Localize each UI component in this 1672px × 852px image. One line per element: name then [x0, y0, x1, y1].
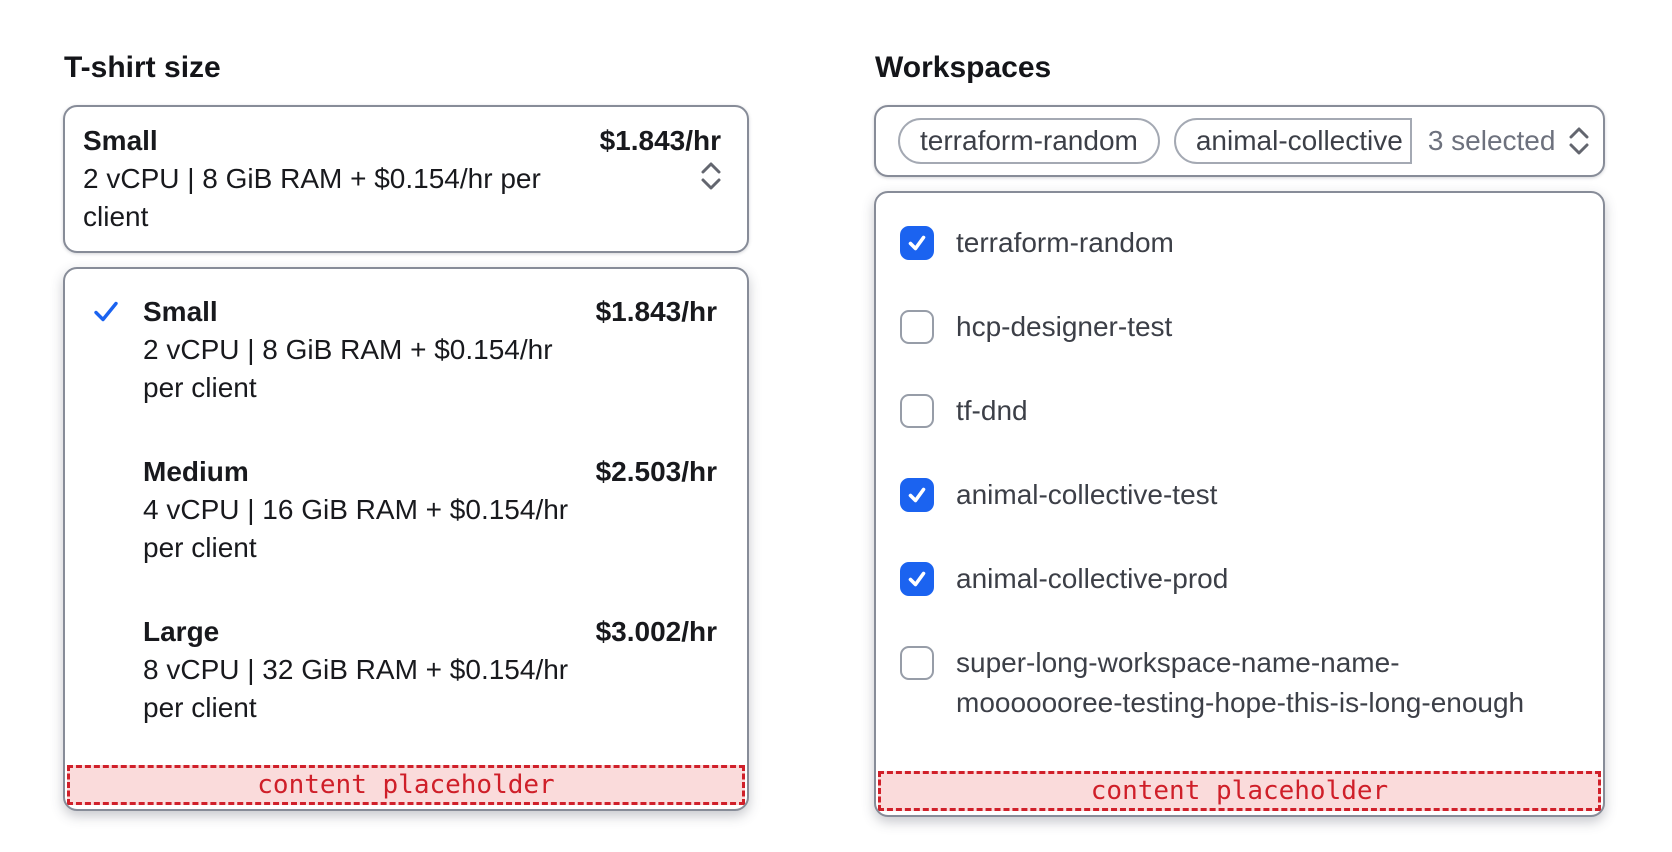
workspace-option-label: animal-collective-prod — [956, 563, 1229, 594]
content-placeholder: content placeholder — [67, 765, 745, 805]
workspaces-multiselect-trigger[interactable]: terraform-random animal-collective 3 sel… — [874, 105, 1605, 177]
size-option-price: $3.002/hr — [595, 616, 717, 647]
workspace-option-label: super-long-workspace-name-name-moooooore… — [956, 647, 1525, 718]
size-option[interactable]: Large $3.002/hr 8 vCPU | 32 GiB RAM + $0… — [91, 613, 717, 727]
checkbox[interactable] — [900, 226, 934, 260]
tshirt-size-listbox: Small $1.843/hr 2 vCPU | 8 GiB RAM + $0.… — [63, 267, 749, 811]
content-placeholder: content placeholder — [878, 771, 1601, 811]
workspace-option[interactable]: terraform-random — [900, 223, 1575, 263]
caret-sort-icon — [1565, 124, 1593, 158]
caret-sort-icon — [697, 159, 725, 198]
selected-size-title: Small — [83, 125, 158, 156]
size-option-price: $1.843/hr — [595, 296, 717, 327]
tshirt-size-select-trigger[interactable]: Small $1.843/hr 2 vCPU | 8 GiB RAM + $0.… — [63, 105, 749, 253]
size-option-title: Small — [143, 296, 218, 327]
workspace-option[interactable]: tf-dnd — [900, 391, 1575, 431]
checkbox[interactable] — [900, 562, 934, 596]
check-icon — [91, 293, 143, 407]
checkbox-check-icon — [908, 487, 926, 503]
workspaces-options: terraform-random hcp-designer-test tf-dn… — [876, 193, 1603, 771]
workspaces-section: Workspaces terraform-random animal-colle… — [874, 50, 1605, 817]
size-option-desc: 2 vCPU | 8 GiB RAM + $0.154/hr per clien… — [143, 334, 553, 403]
workspace-option-label: tf-dnd — [956, 395, 1028, 426]
checkbox-check-icon — [908, 571, 926, 587]
workspace-option-label: terraform-random — [956, 227, 1174, 258]
checkbox[interactable] — [900, 310, 934, 344]
size-option-price: $2.503/hr — [595, 456, 717, 487]
workspace-option[interactable]: hcp-designer-test — [900, 307, 1575, 347]
size-option-desc: 8 vCPU | 32 GiB RAM + $0.154/hr per clie… — [143, 654, 569, 723]
selected-size-price: $1.843/hr — [599, 125, 721, 156]
checkbox[interactable] — [900, 394, 934, 428]
tshirt-size-label: T-shirt size — [64, 51, 221, 84]
size-option-body: Large $3.002/hr 8 vCPU | 32 GiB RAM + $0… — [143, 613, 717, 727]
tag-pill-animal-collective[interactable]: animal-collective — [1173, 118, 1412, 164]
tshirt-size-options: Small $1.843/hr 2 vCPU | 8 GiB RAM + $0.… — [65, 269, 747, 765]
size-option-title: Medium — [143, 456, 249, 487]
workspace-option-label: animal-collective-test — [956, 479, 1218, 510]
workspace-option[interactable]: animal-collective-prod — [900, 559, 1575, 599]
workspaces-label: Workspaces — [875, 51, 1052, 84]
workspace-option[interactable]: super-long-workspace-name-name-moooooore… — [900, 643, 1575, 723]
size-option[interactable]: Medium $2.503/hr 4 vCPU | 16 GiB RAM + $… — [91, 453, 717, 567]
checkbox[interactable] — [900, 478, 934, 512]
tshirt-size-section: T-shirt size Small $1.843/hr 2 vCPU | 8 … — [63, 50, 749, 811]
size-option-title: Large — [143, 616, 220, 647]
selected-count-text: 3 selected — [1427, 125, 1556, 156]
size-option-body: Small $1.843/hr 2 vCPU | 8 GiB RAM + $0.… — [143, 293, 717, 407]
workspace-option-label: hcp-designer-test — [956, 311, 1173, 342]
check-icon — [91, 613, 143, 727]
checkbox[interactable] — [900, 646, 934, 680]
tag-pill-terraform-random[interactable]: terraform-random — [898, 118, 1160, 164]
size-option-body: Medium $2.503/hr 4 vCPU | 16 GiB RAM + $… — [143, 453, 717, 567]
selected-size-desc: 2 vCPU | 8 GiB RAM + $0.154/hr per clien… — [83, 163, 541, 232]
size-option[interactable]: Small $1.843/hr 2 vCPU | 8 GiB RAM + $0.… — [91, 293, 717, 407]
check-icon — [91, 453, 143, 567]
selected-size-row: Small $1.843/hr — [83, 122, 721, 160]
checkbox-check-icon — [908, 235, 926, 251]
size-option-desc: 4 vCPU | 16 GiB RAM + $0.154/hr per clie… — [143, 494, 569, 563]
workspaces-listbox: terraform-random hcp-designer-test tf-dn… — [874, 191, 1605, 817]
workspace-option[interactable]: animal-collective-test — [900, 475, 1575, 515]
